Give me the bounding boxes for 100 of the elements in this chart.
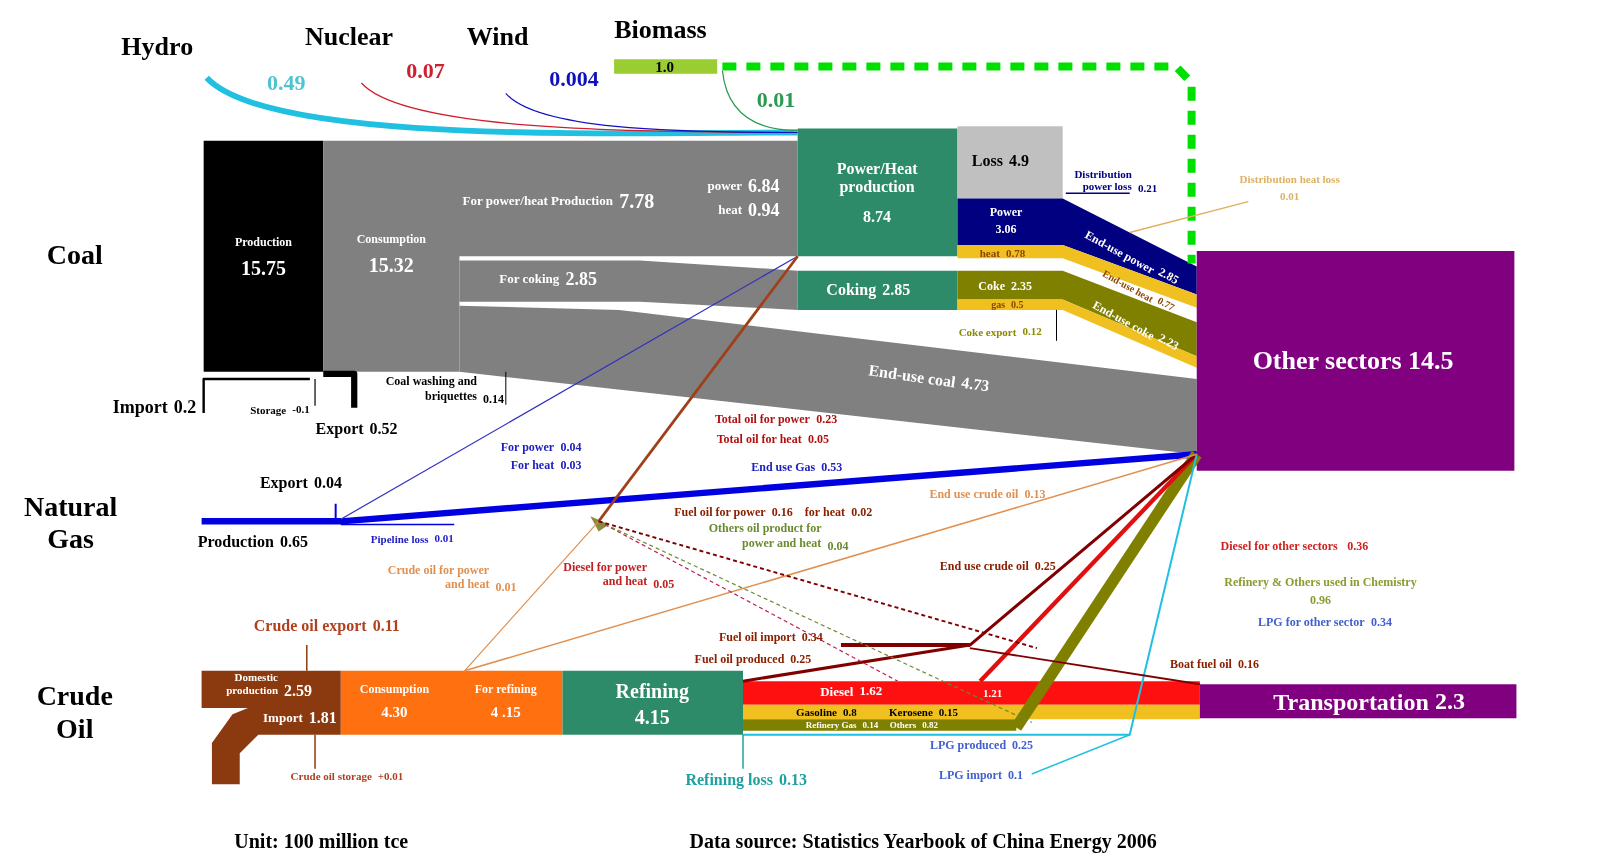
data-label: 0.01 (495, 580, 517, 595)
data-label: 0.01 (1279, 189, 1300, 202)
data-label: 0.04 (313, 473, 342, 491)
category-label: power (707, 177, 743, 193)
data-label: 0.36 (1347, 539, 1369, 554)
category-label: Fuel oil for power (674, 505, 767, 520)
category-label: Domestic production (226, 670, 279, 696)
category-label: Coke export (958, 325, 1017, 338)
category-label: End use crude oil (939, 558, 1030, 573)
text: 0.01 (756, 86, 796, 112)
data-label: 2.23 (1156, 330, 1182, 353)
category-label: Storage (250, 403, 287, 416)
category-label: LPG produced (929, 738, 1007, 753)
data-label: 2.3 (1434, 688, 1465, 715)
data-label: 4.15 (634, 706, 670, 729)
text: Crude Oil (36, 680, 113, 744)
data-label: 0.01 (434, 532, 454, 545)
data-label: 0.8 (842, 705, 858, 718)
category-label: Total oil for heat (716, 431, 802, 446)
data-label: 0.78 (1005, 246, 1026, 259)
data-label: 0.05 (807, 431, 829, 446)
category-label: For heat (510, 457, 555, 472)
data-label: 0.05 (653, 577, 675, 592)
category-label: Hydro (121, 32, 194, 62)
category-label: Production (197, 533, 274, 551)
category-label: Coke (978, 279, 1006, 294)
data-label: 14.5 (1408, 345, 1454, 375)
data-label: 0.07 (406, 57, 445, 83)
category-label: Others (889, 720, 917, 731)
category-label: LPG for other sector (1257, 615, 1366, 630)
data-label: 1.81 (308, 708, 337, 726)
category-label: for heat (804, 505, 845, 520)
data-label: 0.16 (1237, 656, 1259, 671)
category-label: Others oil product for power and heat (708, 521, 823, 551)
data-label: 0.25 (790, 652, 812, 667)
category-label: Gasoline (795, 706, 838, 719)
data-label: 0.04 (560, 440, 582, 455)
data-label: 0.5 (1011, 299, 1024, 311)
data-label: -0.1 (292, 403, 310, 416)
data-label: 8.74 (863, 207, 892, 225)
data-label: 4 .15 (490, 704, 521, 721)
data-label: 7.78 (619, 189, 655, 212)
category-label: For coking (499, 271, 560, 287)
data-label: 0.12 (1022, 325, 1043, 338)
data-label: 0.96 (1310, 592, 1331, 607)
data-label: 0.49 (266, 70, 306, 95)
source-note: Data source: Statistics Yearbook of China Energy 2006 (689, 830, 1157, 853)
category-label: Total oil for power (714, 412, 811, 427)
category-label: heat (979, 247, 1001, 260)
data-label: 0.34 (801, 629, 823, 644)
category-label: Fuel oil produced (694, 652, 785, 667)
data-label: 0.11 (372, 616, 400, 634)
data-label: 2.85 (565, 269, 598, 290)
category-label: gas (991, 299, 1006, 311)
category-label: Crude oil export (253, 616, 368, 635)
category-label: Refinery Gas (805, 720, 858, 731)
category-label: End use crude oil (929, 487, 1020, 502)
category-label: Import (263, 709, 304, 725)
category-label: For power (500, 440, 555, 455)
data-label: 0.21 (1137, 182, 1158, 195)
category-label: Power (989, 204, 1023, 219)
text: Unit: 100 million tce (234, 830, 409, 852)
data-label: 0.13 (1024, 487, 1046, 502)
data-label: 0.65 (279, 533, 308, 551)
data-label: 0.02 (851, 505, 873, 520)
data-label: 6.84 (748, 175, 780, 196)
category-label: Pipeline loss (370, 532, 430, 545)
data-label: 2.85 (1156, 264, 1182, 287)
data-label: 4.9 (1008, 151, 1029, 169)
data-label: 0.14 (483, 391, 505, 406)
category-label: Export (259, 473, 309, 492)
data-label: 0.25 (1034, 558, 1056, 573)
text: 1.21 (982, 687, 1003, 700)
data-label: 0.82 (922, 720, 939, 731)
data-label: 0.004 (549, 65, 599, 91)
category-label: Other sectors (1252, 345, 1402, 375)
text: Coal (46, 238, 103, 270)
data-label: 0.13 (779, 770, 807, 788)
category-label: End use Gas (751, 459, 816, 474)
category-label: Biomass (614, 14, 707, 44)
category-label: Power/Heat production (836, 160, 919, 197)
data-label: 1.62 (859, 683, 883, 699)
data-label: 0.52 (369, 419, 398, 437)
data-label: 0.94 (748, 200, 780, 221)
data-label: +0.01 (377, 769, 404, 782)
category-label: Crude oil storage (290, 770, 372, 783)
category-label: Refinery & Others used in Chemistry (1224, 575, 1417, 590)
category-label: Coal washing and briquettes (385, 374, 478, 403)
category-label: For power/heat Production (462, 193, 614, 209)
category-label: Diesel for other sectors (1220, 539, 1339, 554)
data-label: 0.77 (1155, 294, 1177, 313)
data-label: 0.34 (1370, 615, 1392, 630)
data-label: 0.2 (173, 397, 197, 418)
data-label: 2.85 (882, 280, 911, 298)
category-label: LPG import (938, 768, 1002, 782)
category-label: Transportation (1273, 688, 1429, 715)
category-label: Distribution heat loss (1239, 172, 1341, 185)
category-label: Boat fuel oil (1169, 656, 1233, 671)
data-label: 0.1 (1007, 768, 1023, 782)
data-label: 2.35 (1011, 279, 1033, 294)
